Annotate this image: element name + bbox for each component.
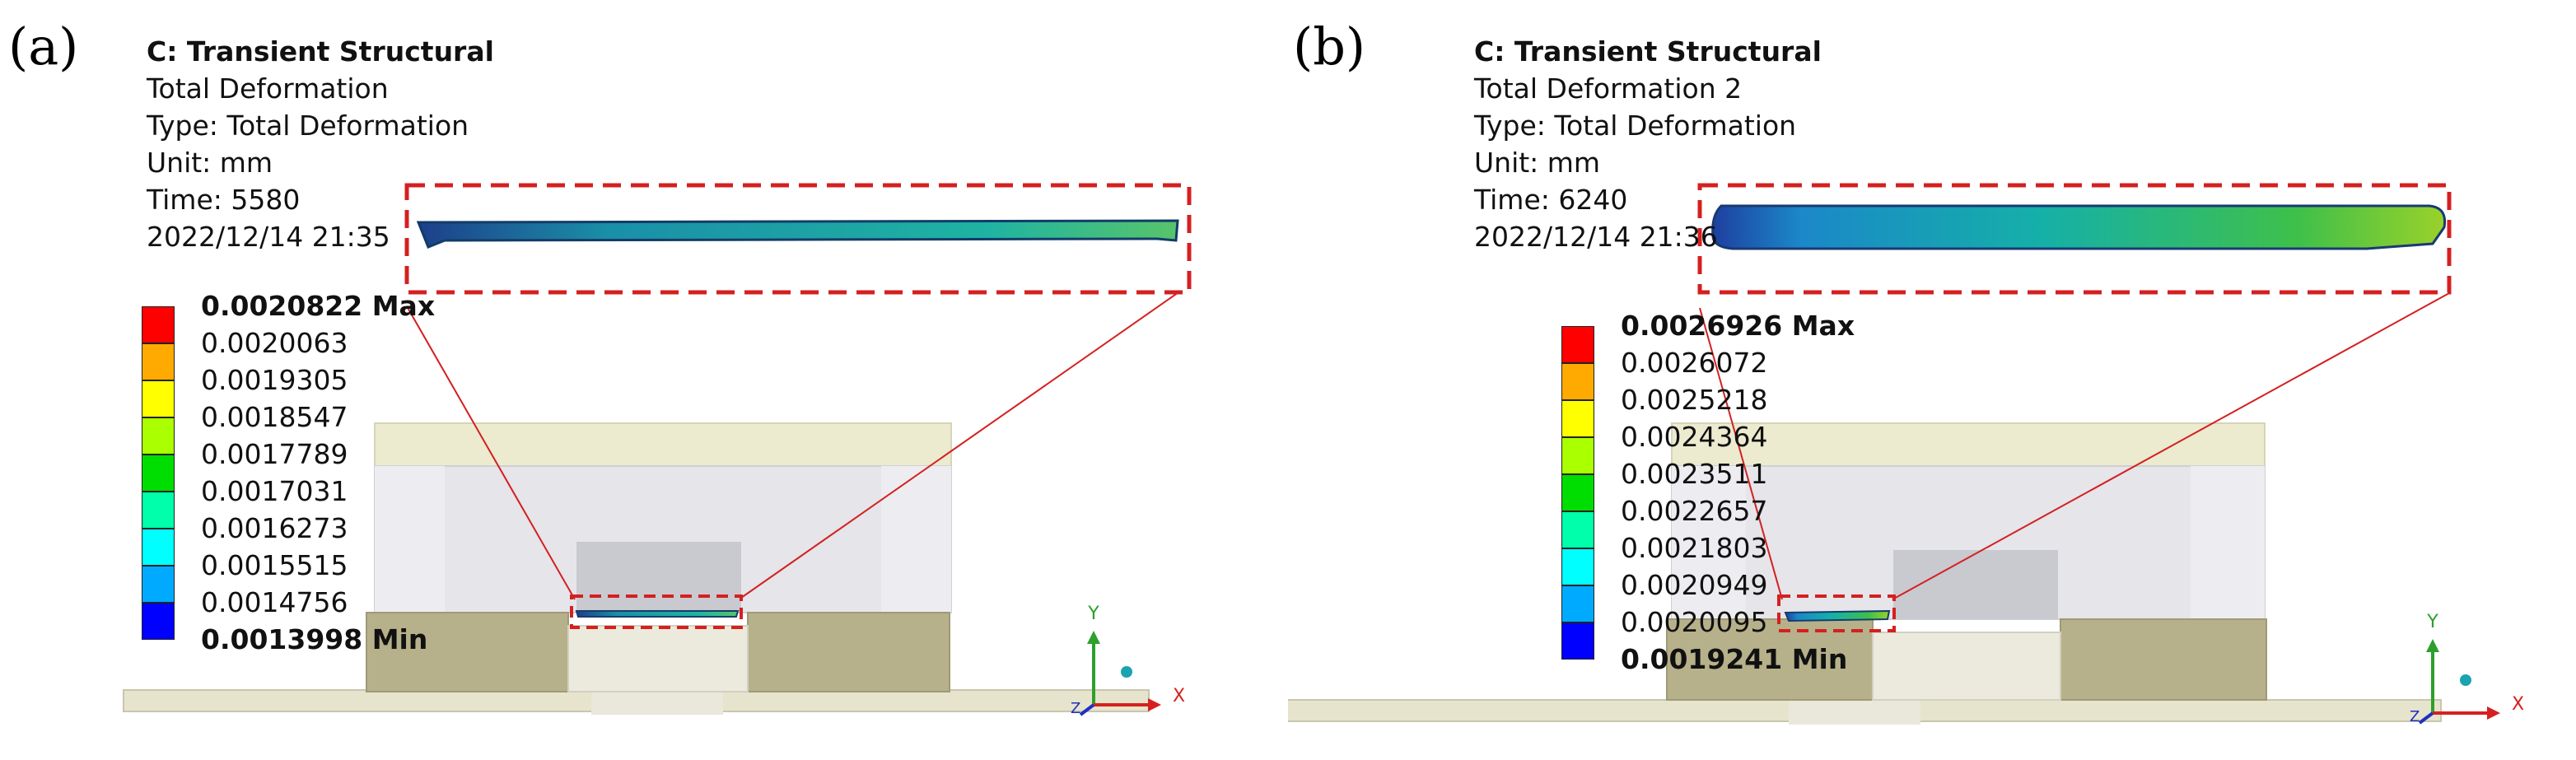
legend-swatch	[142, 529, 175, 566]
result-type: Type: Total Deformation	[147, 110, 469, 142]
svg-text:X: X	[2512, 694, 2524, 715]
legend-swatch	[1561, 622, 1594, 660]
legend-value: 0.0017789	[201, 438, 348, 470]
center-post	[1872, 632, 2061, 701]
panel-b: Y X Z (b) C: Transient Structural Total …	[1288, 0, 2576, 760]
center-foot	[1789, 700, 1920, 725]
legend-value: 0.0018547	[201, 401, 348, 433]
housing-left-wall	[1672, 466, 1746, 619]
result-type: Type: Total Deformation	[1474, 110, 1797, 142]
housing-right-wall	[2191, 466, 2265, 619]
panel-label: (a)	[8, 16, 79, 77]
legend-swatch	[142, 343, 175, 380]
legend-swatch	[1561, 437, 1594, 474]
legend-value: 0.0016273	[201, 512, 348, 544]
legend-swatch	[142, 492, 175, 529]
model-viewport[interactable]: Y X Z	[0, 0, 1288, 760]
top-cap	[374, 422, 952, 467]
legend-value: 0.0020949	[1621, 569, 1768, 601]
coordinate-triad: Y X Z	[1071, 604, 1185, 717]
legend-max: 0.0026926 Max	[1621, 310, 1855, 342]
legend-swatch	[1561, 363, 1594, 400]
legend-value: 0.0020063	[201, 327, 348, 359]
legend-value: 0.0020095	[1621, 606, 1768, 638]
result-time: Time: 6240	[1474, 184, 1628, 216]
analysis-title: C: Transient Structural	[147, 35, 494, 68]
legend-min: 0.0019241 Min	[1621, 643, 1848, 675]
legend-swatch	[142, 455, 175, 492]
housing-left-wall	[375, 466, 445, 613]
result-name: Total Deformation 2	[1474, 72, 1743, 105]
zoom-frame-small	[1777, 594, 1896, 632]
legend-max: 0.0020822 Max	[201, 290, 436, 322]
legend-swatch	[142, 417, 175, 455]
legend-swatch	[1561, 400, 1594, 437]
result-time: Time: 5580	[147, 184, 301, 216]
legend-swatch	[1561, 548, 1594, 585]
zoom-connector-right	[740, 284, 1190, 599]
legend-swatch	[1561, 326, 1594, 363]
svg-text:Z: Z	[2410, 708, 2420, 725]
result-name: Total Deformation	[147, 72, 389, 105]
analysis-title: C: Transient Structural	[1474, 35, 1822, 68]
zoom-connector-left	[1699, 307, 1783, 600]
zoom-connector-right	[1892, 292, 2450, 600]
legend-swatch	[1561, 585, 1594, 622]
housing-right-wall	[881, 466, 951, 613]
deformed-part-small	[1784, 609, 1891, 622]
zoom-frame-small	[570, 594, 743, 629]
legend-min: 0.0013998 Min	[201, 623, 428, 655]
legend-value: 0.0022657	[1621, 495, 1768, 527]
inner-block	[576, 542, 741, 611]
legend-value: 0.0019305	[201, 364, 348, 396]
result-header: C: Transient Structural Total Deformatio…	[147, 33, 494, 255]
legend-value: 0.0021803	[1621, 532, 1768, 564]
legend-swatch	[1561, 474, 1594, 511]
model-viewport[interactable]: Y X Z	[1288, 0, 2576, 760]
deformed-part-enlarged	[1711, 204, 2447, 250]
legend-value: 0.0024364	[1621, 421, 1768, 453]
olive-block-right	[747, 612, 950, 692]
legend-swatch	[142, 306, 175, 343]
legend-value: 0.0023511	[1621, 458, 1768, 490]
svg-text:Y: Y	[2426, 612, 2438, 632]
coordinate-triad: Y X Z	[2410, 612, 2524, 725]
result-date: 2022/12/14 21:36	[1474, 221, 1718, 253]
svg-text:Y: Y	[1087, 604, 1099, 624]
deformed-part-small	[575, 610, 740, 618]
panel-label: (b)	[1293, 16, 1366, 77]
panel-a: Y X Z (a) C: Transient Structural Total …	[0, 0, 1288, 760]
legend-swatch	[142, 566, 175, 603]
olive-block-left	[366, 612, 569, 692]
legend-swatch	[142, 380, 175, 417]
olive-block-left	[1666, 618, 1874, 701]
legend-value: 0.0014756	[201, 586, 348, 618]
center-post	[567, 625, 749, 692]
center-foot	[591, 690, 723, 715]
zoom-connector-left	[406, 305, 576, 600]
result-header: C: Transient Structural Total Deformatio…	[1474, 33, 1822, 255]
result-unit: Unit: mm	[147, 147, 273, 179]
legend-value: 0.0026072	[1621, 347, 1768, 379]
svg-text:Z: Z	[1071, 700, 1080, 717]
result-unit: Unit: mm	[1474, 147, 1601, 179]
olive-block-right	[2060, 618, 2267, 701]
legend-value: 0.0015515	[201, 549, 348, 581]
legend-swatch	[1561, 511, 1594, 548]
result-date: 2022/12/14 21:35	[147, 221, 390, 253]
legend-value: 0.0017031	[201, 475, 348, 507]
top-cap	[1671, 422, 2266, 467]
legend-swatch	[142, 603, 175, 640]
deformed-part-enlarged	[416, 219, 1179, 249]
legend-value: 0.0025218	[1621, 384, 1768, 416]
svg-text:X: X	[1173, 686, 1185, 706]
